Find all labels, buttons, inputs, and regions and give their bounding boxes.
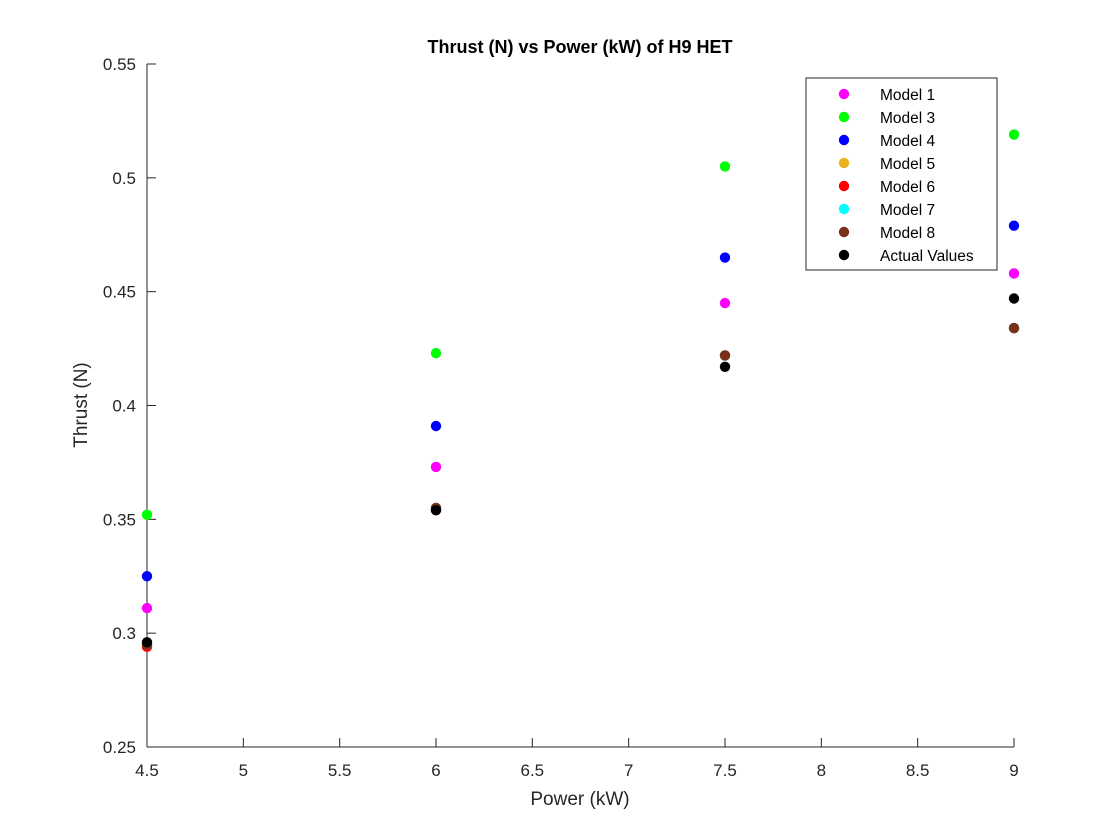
x-tick-label: 8 <box>817 761 826 780</box>
data-point <box>1008 220 1020 231</box>
legend: Model 1 Model 3 Model 4 Model 5 Model 6 Model… <box>805 77 998 271</box>
legend-marker <box>838 226 850 238</box>
data-point <box>141 602 153 614</box>
legend-entry: Model 5 <box>880 156 935 173</box>
x-axis-label: Power (kW) <box>530 789 629 810</box>
data-point <box>1008 268 1020 279</box>
legend-entry: Model 7 <box>880 202 935 219</box>
x-tick-label: 6.5 <box>521 761 545 780</box>
chart-title: Thrust (N) vs Power (kW) of H9 HET <box>427 37 732 57</box>
y-tick-label: 0.45 <box>103 283 136 302</box>
data-point <box>141 509 153 520</box>
x-tick-label: 7.5 <box>713 761 737 780</box>
data-point <box>430 461 442 473</box>
data-point <box>1008 322 1020 334</box>
y-tick-label: 0.4 <box>112 397 136 416</box>
data-point <box>719 297 731 309</box>
legend-entry: Model 1 <box>880 87 935 104</box>
legend-entry: Model 6 <box>880 179 935 196</box>
legend-marker <box>838 180 850 192</box>
data-point <box>719 252 731 263</box>
y-tick-label: 0.5 <box>112 169 136 188</box>
x-tick-label: 7 <box>624 761 633 780</box>
data-point <box>1008 129 1020 140</box>
x-tick-label: 5.5 <box>328 761 352 780</box>
legend-box <box>805 77 998 271</box>
data-point <box>719 161 731 172</box>
data-point <box>1008 293 1020 304</box>
legend-entry: Model 3 <box>880 110 935 127</box>
x-tick-label: 6 <box>431 761 440 780</box>
x-tick-label: 4.5 <box>135 761 159 780</box>
x-tick-label: 9 <box>1009 761 1018 780</box>
legend-entry: Model 8 <box>880 225 935 242</box>
data-point <box>430 347 442 359</box>
legend-marker <box>838 134 850 146</box>
legend-entry: Actual Values <box>880 248 974 265</box>
x-tick-label: 8.5 <box>906 761 930 780</box>
y-tick-label: 0.25 <box>103 738 136 757</box>
data-point <box>141 637 153 648</box>
legend-marker <box>838 88 850 100</box>
legend-entry: Model 4 <box>880 133 936 150</box>
x-tick-label: 5 <box>239 761 248 780</box>
data-point <box>719 361 731 372</box>
legend-marker <box>838 203 850 215</box>
data-point <box>719 350 731 361</box>
legend-marker <box>838 249 850 261</box>
y-tick-label: 0.3 <box>112 624 136 643</box>
data-points <box>141 129 1020 653</box>
axes: 4.5 5 5.5 6 6.5 7 7.5 8 8.5 9 0.25 0.3 0.35 0.4 0.45 0.… <box>103 55 1019 780</box>
y-tick-label: 0.55 <box>103 55 136 74</box>
data-point <box>141 571 153 582</box>
y-tick-label: 0.35 <box>103 510 136 529</box>
data-point <box>430 420 442 432</box>
legend-marker <box>838 111 850 123</box>
y-axis-label: Thrust (N) <box>71 362 92 448</box>
legend-marker <box>838 157 850 169</box>
data-point <box>430 505 442 516</box>
